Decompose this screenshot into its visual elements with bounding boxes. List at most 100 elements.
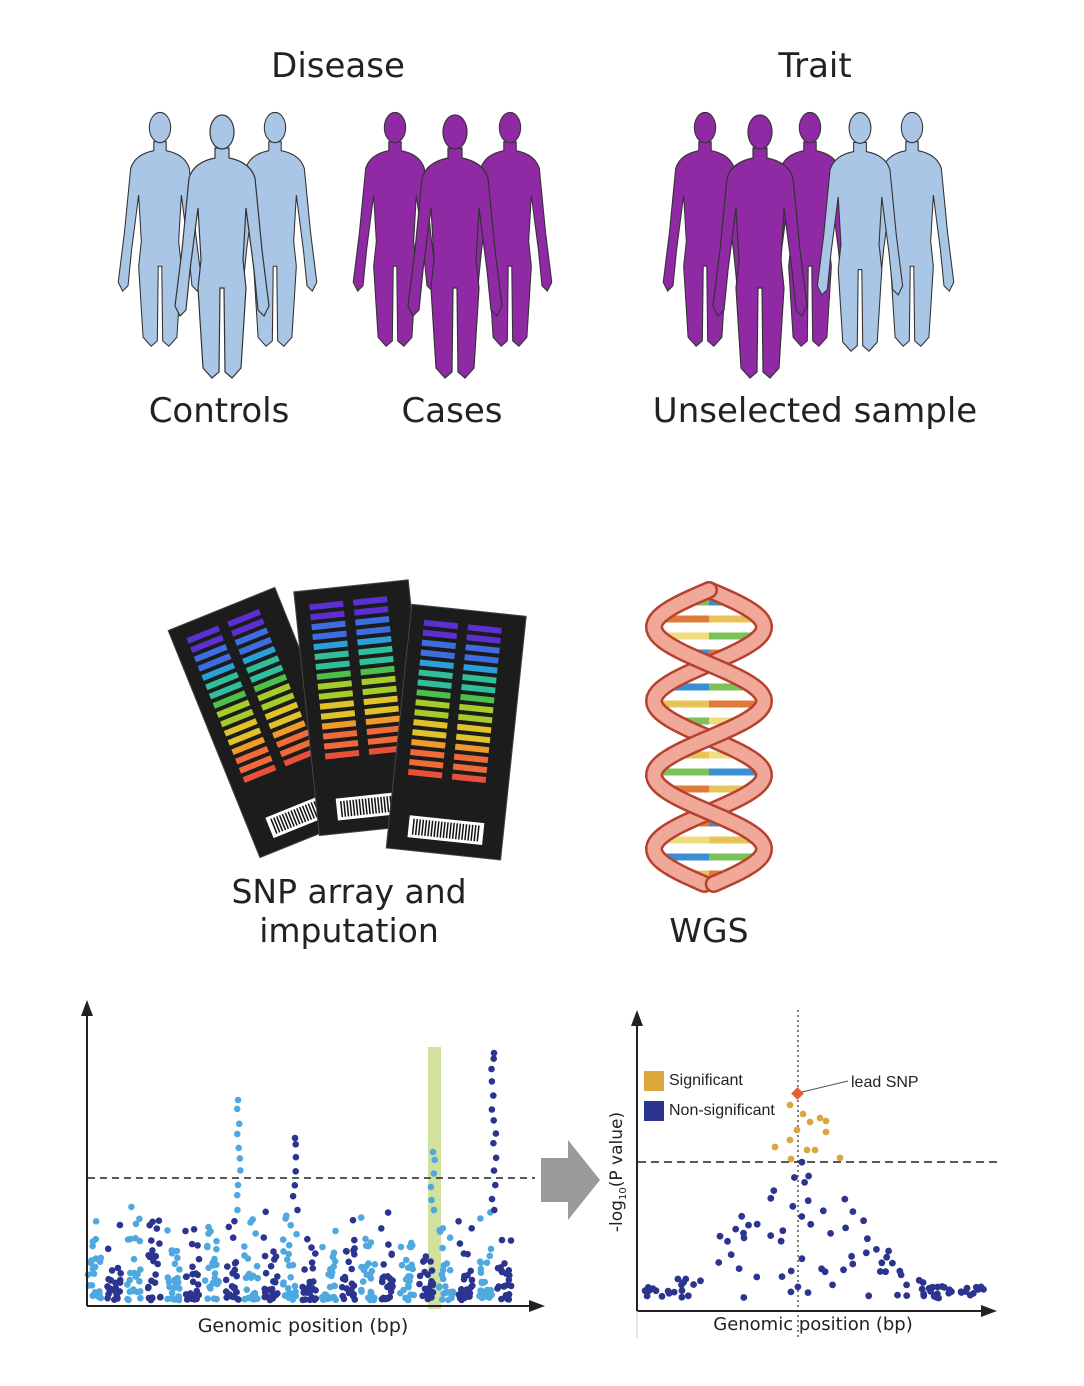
people-figures — [117, 111, 955, 379]
snp-point — [291, 1282, 299, 1290]
barcode-bar — [355, 799, 359, 816]
barcode-bar — [339, 801, 344, 818]
non-significant-snp — [977, 1283, 985, 1291]
probe-block — [322, 730, 358, 740]
probe-block — [238, 636, 273, 656]
snp-point — [274, 1273, 281, 1280]
snp-point — [331, 1258, 339, 1265]
snp-point — [492, 1154, 500, 1162]
barcode-bar — [476, 825, 480, 842]
significant-snp — [786, 1101, 794, 1109]
non-significant-snp — [873, 1246, 880, 1253]
snp-point — [429, 1148, 437, 1156]
probe-block — [407, 768, 443, 779]
barcode-bar — [436, 821, 440, 838]
barcode-bar — [284, 812, 292, 829]
y-axis-arrow — [81, 1000, 93, 1016]
snp-point — [187, 1290, 194, 1297]
snp-point — [176, 1266, 183, 1273]
snp-point — [164, 1227, 171, 1234]
snp-point — [235, 1120, 243, 1128]
probe-block — [463, 664, 498, 674]
snp-point — [229, 1234, 237, 1241]
probe-block — [365, 715, 400, 726]
probe-block — [321, 720, 357, 730]
barcode-bar — [383, 796, 387, 813]
control-person-icon — [232, 111, 318, 347]
manhattan-plot — [81, 1000, 545, 1312]
snp-point — [306, 1278, 314, 1286]
snp-point — [233, 1105, 241, 1113]
probe-block — [368, 745, 404, 755]
non-significant-snp — [777, 1237, 785, 1245]
barcode-bar — [373, 797, 378, 814]
probe-block — [268, 710, 303, 730]
non-significant-snp — [794, 1283, 802, 1291]
non-significant-snp — [962, 1288, 969, 1295]
snp-point — [385, 1241, 392, 1248]
non-significant-snp — [849, 1260, 857, 1268]
non-significant-snp — [738, 1212, 746, 1220]
non-significant-snp — [724, 1237, 731, 1245]
snp-point — [114, 1264, 122, 1272]
probe-block — [235, 746, 269, 765]
snp-point — [343, 1285, 351, 1292]
snp-point — [301, 1266, 308, 1273]
snp-point — [231, 1217, 238, 1225]
non-significant-snp — [674, 1275, 682, 1283]
snp-point — [312, 1287, 319, 1294]
snp-point — [244, 1255, 252, 1262]
non-significant-snp — [945, 1289, 953, 1297]
snp-point — [349, 1216, 357, 1224]
probe-block — [283, 748, 318, 767]
legend-label-non-significant: Non-significant — [669, 1102, 775, 1119]
snp-point — [234, 1096, 242, 1104]
snp-point — [96, 1258, 104, 1265]
significant-snp — [816, 1114, 824, 1122]
snp-point — [125, 1296, 132, 1304]
snp-point — [253, 1262, 261, 1270]
snp-point — [490, 1092, 497, 1099]
snp-point — [468, 1225, 476, 1232]
probe-block — [234, 627, 269, 646]
snp-point — [463, 1286, 471, 1293]
snp-point — [380, 1261, 388, 1268]
wgs-label: WGS — [669, 911, 749, 950]
snp-point — [108, 1267, 116, 1274]
probe-block — [323, 740, 359, 750]
non-significant-snp — [882, 1268, 889, 1276]
snp-point — [388, 1251, 396, 1258]
snp-point — [428, 1294, 435, 1301]
barcode-bar — [473, 825, 477, 842]
non-significant-snp — [716, 1232, 724, 1240]
snp-point — [280, 1279, 287, 1286]
probe-block — [264, 701, 299, 721]
non-significant-snp — [735, 1265, 743, 1272]
snp-point — [498, 1236, 506, 1244]
case-person-icon — [662, 111, 748, 347]
snp-point — [241, 1295, 248, 1303]
helix-strand-highlight — [647, 583, 771, 891]
probe-block — [363, 695, 398, 706]
snp-point — [104, 1294, 111, 1302]
snp-point — [230, 1284, 238, 1292]
non-significant-snp — [645, 1287, 653, 1294]
probe-block — [414, 709, 449, 719]
snp-point — [416, 1272, 424, 1280]
probe-block — [362, 685, 397, 696]
snp-point — [261, 1252, 269, 1260]
snp-point — [155, 1217, 163, 1224]
snp-point — [204, 1243, 211, 1251]
probe-block — [367, 735, 403, 745]
probe-block — [355, 616, 390, 626]
snp-point — [282, 1215, 289, 1222]
significant-snp — [836, 1154, 844, 1162]
snp-point — [378, 1225, 385, 1232]
non-significant-snp — [791, 1174, 798, 1181]
snp-point — [201, 1277, 209, 1284]
snp-point — [490, 1049, 498, 1057]
non-significant-snp — [753, 1220, 761, 1228]
probe-block — [193, 644, 228, 663]
barcode-bar — [346, 800, 350, 817]
probe-block — [360, 665, 395, 676]
